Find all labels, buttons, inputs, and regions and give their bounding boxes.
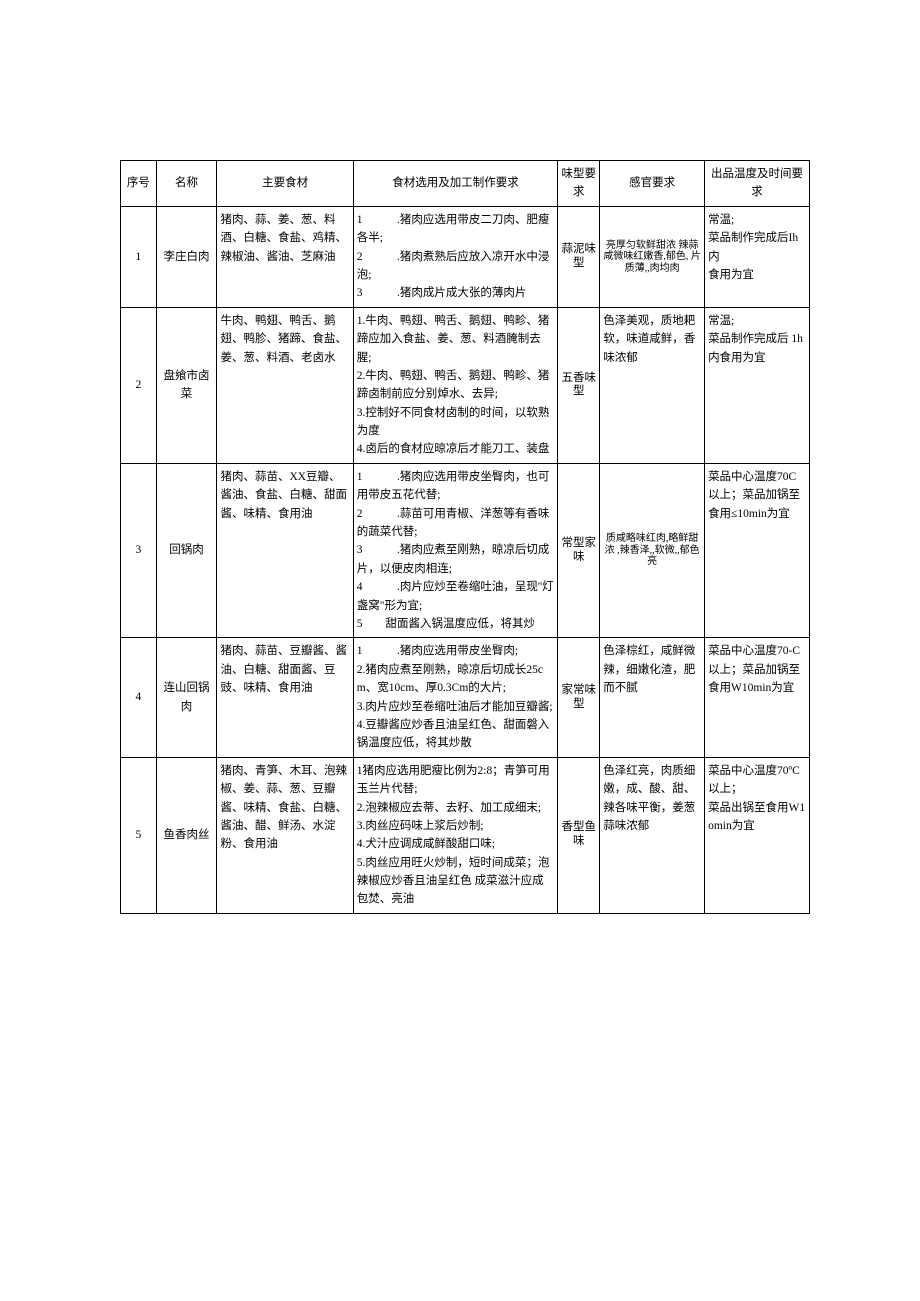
cell-sense: 色泽红亮，肉质细嫩，成、酸、甜、辣各味平衡，姜葱蒜味浓郁 bbox=[600, 757, 705, 913]
table-row: 4 连山回锅肉 猪肉、蒜苗、豆瓣酱、酱油、白糖、甜面酱、豆豉、味精、食用油 1 … bbox=[121, 638, 810, 757]
header-sense: 感官要求 bbox=[600, 161, 705, 207]
cell-requirements: 1 .猪肉应选用带皮坐臀肉，也可用带皮五花代替; 2 .蒜苗可用青椒、洋葱等有香… bbox=[353, 463, 557, 638]
cell-ingredients: 猪肉、蒜苗、豆瓣酱、酱油、白糖、甜面酱、豆豉、味精、食用油 bbox=[217, 638, 353, 757]
cell-idx: 2 bbox=[121, 307, 157, 463]
cell-sense: 质咸略味红肉,略鲜甜浓 ,辣香泽,,软微,,郁色亮 bbox=[600, 463, 705, 638]
cell-name: 盘飨市卤菜 bbox=[156, 307, 217, 463]
cell-requirements: 1猪肉应选用肥瘦比例为2:8；青笋可用玉兰片代替; 2.泡辣椒应去蒂、去籽、加工… bbox=[353, 757, 557, 913]
cell-idx: 4 bbox=[121, 638, 157, 757]
cell-name: 鱼香肉丝 bbox=[156, 757, 217, 913]
cell-requirements: 1 .猪肉应选用带皮坐臀肉; 2.猪肉应煮至刚熟，晾凉后切成长25cm、宽10c… bbox=[353, 638, 557, 757]
cell-requirements: 1 .猪肉应选用带皮二刀肉、肥瘦各半; 2 .猪肉煮熟后应放入凉开水中浸泡; 3… bbox=[353, 206, 557, 307]
cell-name: 李庄白肉 bbox=[156, 206, 217, 307]
header-ing: 主要食材 bbox=[217, 161, 353, 207]
recipe-table: 序号 名称 主要食材 食材选用及加工制作要求 味型要求 感官要求 出品温度及时间… bbox=[120, 160, 810, 914]
cell-ingredients: 猪肉、蒜、姜、葱、料酒、白糖、食盐、鸡精、辣椒油、酱油、芝麻油 bbox=[217, 206, 353, 307]
cell-sense: 亮厚匀软鲜甜浓 辣蒜咸微味红嫩香,郁色, 片质薄,,肉均肉 bbox=[600, 206, 705, 307]
cell-flavor: 五香味型 bbox=[558, 307, 600, 463]
cell-ingredients: 猪肉、青笋、木耳、泡辣椒、姜、蒜、葱、豆瓣酱、味精、食盐、白糖、酱油、醋、鲜汤、… bbox=[217, 757, 353, 913]
header-flav: 味型要求 bbox=[558, 161, 600, 207]
header-idx: 序号 bbox=[121, 161, 157, 207]
cell-name: 连山回锅肉 bbox=[156, 638, 217, 757]
table-row: 1 李庄白肉 猪肉、蒜、姜、葱、料酒、白糖、食盐、鸡精、辣椒油、酱油、芝麻油 1… bbox=[121, 206, 810, 307]
cell-ingredients: 猪肉、蒜苗、XX豆瓣、酱油、食盐、白糖、甜面酱、味精、食用油 bbox=[217, 463, 353, 638]
cell-temp: 菜品中心温度70ºC以上； 菜品出锅至食用W1omin为宜 bbox=[705, 757, 810, 913]
cell-temp: 常温; 菜品制作完成后Ih内 食用为宜 bbox=[705, 206, 810, 307]
cell-temp: 菜品中心温度70-C以上；菜品加锅至食用W10min为宜 bbox=[705, 638, 810, 757]
cell-flavor: 常型家味 bbox=[558, 463, 600, 638]
table-row: 3 回锅肉 猪肉、蒜苗、XX豆瓣、酱油、食盐、白糖、甜面酱、味精、食用油 1 .… bbox=[121, 463, 810, 638]
cell-flavor: 家常味型 bbox=[558, 638, 600, 757]
cell-requirements: 1.牛肉、鸭翅、鸭舌、鹅翅、鸭畛、猪蹄应加入食盐、姜、葱、料酒腌制去腥; 2.牛… bbox=[353, 307, 557, 463]
table-row: 2 盘飨市卤菜 牛肉、鸭翅、鸭舌、鹅翅、鸭胗、猪蹄、食盐、姜、葱、料酒、老卤水 … bbox=[121, 307, 810, 463]
header-temp: 出品温度及时间要求 bbox=[705, 161, 810, 207]
cell-sense: 色泽棕红，咸鲜微辣，细嫩化渣，肥而不腻 bbox=[600, 638, 705, 757]
cell-temp: 常温; 菜品制作完成后 1h 内食用为宜 bbox=[705, 307, 810, 463]
cell-flavor: 蒜泥味型 bbox=[558, 206, 600, 307]
header-name: 名称 bbox=[156, 161, 217, 207]
header-req: 食材选用及加工制作要求 bbox=[353, 161, 557, 207]
cell-idx: 1 bbox=[121, 206, 157, 307]
cell-flavor: 香型鱼味 bbox=[558, 757, 600, 913]
table-row: 5 鱼香肉丝 猪肉、青笋、木耳、泡辣椒、姜、蒜、葱、豆瓣酱、味精、食盐、白糖、酱… bbox=[121, 757, 810, 913]
cell-idx: 5 bbox=[121, 757, 157, 913]
cell-name: 回锅肉 bbox=[156, 463, 217, 638]
cell-idx: 3 bbox=[121, 463, 157, 638]
cell-temp: 菜品中心温度70C以上；菜品加锅至食用≤10min为宜 bbox=[705, 463, 810, 638]
cell-ingredients: 牛肉、鸭翅、鸭舌、鹅翅、鸭胗、猪蹄、食盐、姜、葱、料酒、老卤水 bbox=[217, 307, 353, 463]
header-row: 序号 名称 主要食材 食材选用及加工制作要求 味型要求 感官要求 出品温度及时间… bbox=[121, 161, 810, 207]
cell-sense: 色泽美观，质地耙软，味道咸鲜，香味浓郁 bbox=[600, 307, 705, 463]
